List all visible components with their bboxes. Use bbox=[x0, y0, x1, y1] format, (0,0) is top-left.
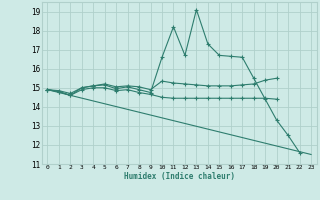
X-axis label: Humidex (Indice chaleur): Humidex (Indice chaleur) bbox=[124, 172, 235, 181]
